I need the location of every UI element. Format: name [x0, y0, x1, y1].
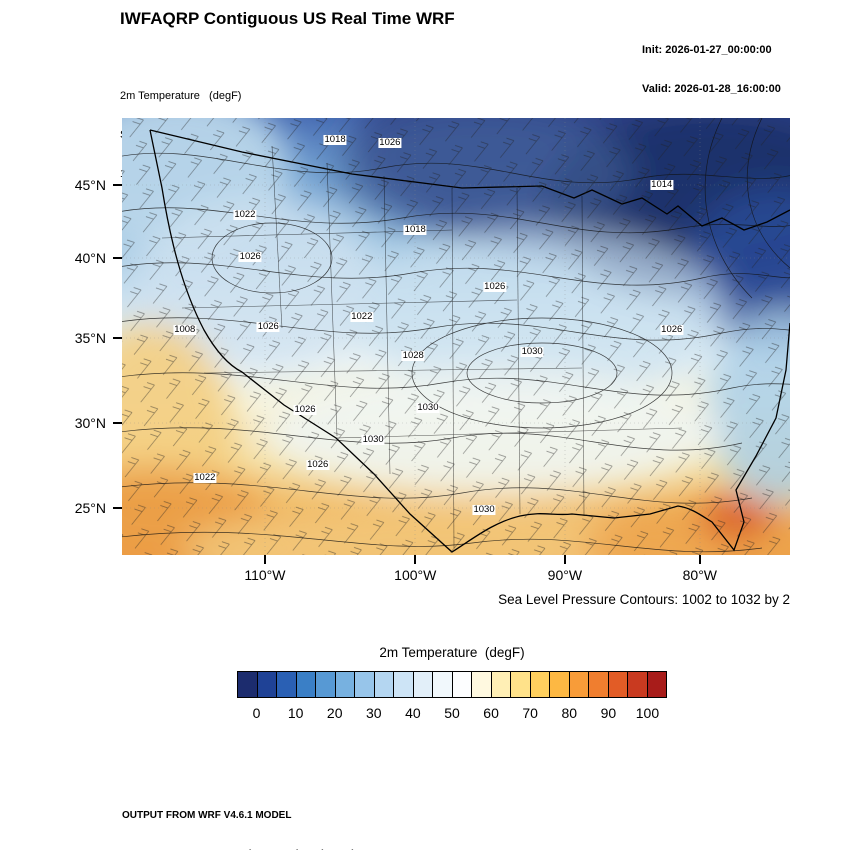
lon-tick-label: 80°W: [682, 567, 718, 583]
lat-tick: [113, 336, 122, 339]
pressure-contour-label: 1022: [233, 209, 257, 220]
colorbar-tick-labels: 0 10 20 30 40 50 60 70 80 90 100: [237, 705, 667, 723]
lon-tick-label: 110°W: [244, 567, 286, 583]
pressure-contour-label: 1026: [483, 281, 507, 293]
colorbar-cell: [490, 672, 510, 697]
colorbar-cell: [607, 672, 627, 697]
pressure-contour-label: 1022: [350, 310, 374, 322]
lon-tick: [563, 555, 566, 564]
wind-barbs-layer: [122, 118, 790, 555]
lon-axis: 110°W 100°W 90°W 80°W: [122, 555, 790, 591]
colorbar-cell: [334, 672, 354, 697]
colorbar-cell: [354, 672, 374, 697]
lon-tick-label: 100°W: [394, 567, 437, 583]
colorbar-tick-label: 20: [326, 705, 343, 721]
pressure-contour-note: Sea Level Pressure Contours: 1002 to 103…: [498, 592, 790, 607]
pressure-contour-label: 1026: [238, 250, 262, 262]
colorbar-tick-label: 40: [405, 705, 421, 721]
pressure-contour-label: 1008: [173, 323, 197, 335]
colorbar-cell: [510, 672, 530, 697]
lat-tick-label: 30°N: [74, 415, 106, 432]
pressure-contour-label: 1030: [361, 434, 385, 446]
colorbar-cell: [588, 672, 608, 697]
colorbar-tick-label: 10: [287, 705, 304, 721]
model-version: OUTPUT FROM WRF V4.6.1 MODEL: [122, 810, 292, 821]
colorbar: [237, 671, 667, 698]
pressure-contour-label: 1026: [293, 403, 317, 415]
colorbar-cell: [238, 672, 257, 697]
lat-tick-label: 40°N: [74, 249, 106, 266]
pressure-contour-label: 1018: [403, 223, 427, 235]
model-footer: OUTPUT FROM WRF V4.6.1 MODEL WE = 580 ; …: [122, 783, 530, 850]
colorbar-cell: [568, 672, 588, 697]
colorbar-title: 2m Temperature (degF): [379, 645, 525, 660]
pressure-contour-label: 1026: [256, 320, 280, 332]
pressure-contour-label: 1028: [401, 350, 425, 362]
pressure-contour-label: 1026: [378, 136, 402, 148]
colorbar-cell: [393, 672, 413, 697]
colorbar-cell: [276, 672, 296, 697]
field-legend-temperature: 2m Temperature (degF): [120, 90, 242, 102]
colorbar-cell: [646, 672, 666, 697]
us-weather-map: 1018 1026 1014 1022 1018 1026 1026 1022 1008 1026…: [122, 118, 790, 555]
colorbar-cell: [451, 672, 471, 697]
colorbar-cell: [432, 672, 452, 697]
init-time: Init: 2026-01-27_00:00:00: [642, 44, 772, 56]
pressure-contour-label: 1026: [660, 323, 684, 335]
lat-tick-label: 25°N: [74, 499, 106, 516]
model-times: Init: 2026-01-27_00:00:00 Valid: 2026-01…: [642, 18, 781, 122]
colorbar-tick-label: 70: [522, 705, 538, 721]
colorbar-tick-label: 50: [444, 705, 460, 721]
lat-tick: [113, 506, 122, 509]
pressure-contour-label: 1030: [472, 503, 496, 515]
page-title: IWFAQRP Contiguous US Real Time WRF: [120, 9, 455, 28]
pressure-contour-label: 1014: [650, 178, 674, 190]
colorbar-tick-label: 0: [252, 705, 261, 721]
lat-axis: 45°N 40°N 35°N 30°N 25°N: [50, 118, 122, 555]
colorbar-cell: [256, 672, 276, 697]
colorbar-cell: [295, 672, 315, 697]
lat-tick-label: 35°N: [74, 329, 106, 346]
lon-tick: [263, 555, 266, 564]
colorbar-cell: [529, 672, 549, 697]
colorbar-cell: [549, 672, 569, 697]
valid-time: Valid: 2026-01-28_16:00:00: [642, 83, 781, 95]
colorbar-cell: [412, 672, 432, 697]
temperature-field-map: [122, 118, 790, 555]
lat-tick: [113, 183, 122, 186]
lon-tick: [414, 555, 417, 564]
colorbar-tick-label: 60: [483, 705, 499, 721]
colorbar-cell: [315, 672, 335, 697]
lat-tick-label: 45°N: [74, 176, 106, 193]
colorbar-tick-label: 90: [600, 705, 617, 721]
colorbar-cell: [471, 672, 491, 697]
lon-tick: [698, 555, 701, 564]
colorbar-cell: [373, 672, 393, 697]
colorbar-tick-label: 100: [635, 705, 660, 721]
pressure-contour-label: 1030: [416, 402, 440, 414]
lat-tick: [113, 422, 122, 425]
pressure-contour-label: 1026: [306, 458, 330, 470]
pressure-labels: 1018 1026 1014 1022 1018 1026 1026 1022 1008 1026…: [122, 118, 790, 555]
colorbar-tick-label: 30: [366, 705, 382, 721]
colorbar-tick-label: 80: [561, 705, 578, 721]
pressure-contour-label: 1018: [323, 133, 347, 145]
lat-tick: [113, 256, 122, 259]
colorbar-cell: [627, 672, 647, 697]
pressure-contour-label: 1022: [193, 472, 217, 484]
lon-tick-label: 90°W: [547, 567, 583, 583]
pressure-contour-label: 1030: [520, 345, 544, 357]
